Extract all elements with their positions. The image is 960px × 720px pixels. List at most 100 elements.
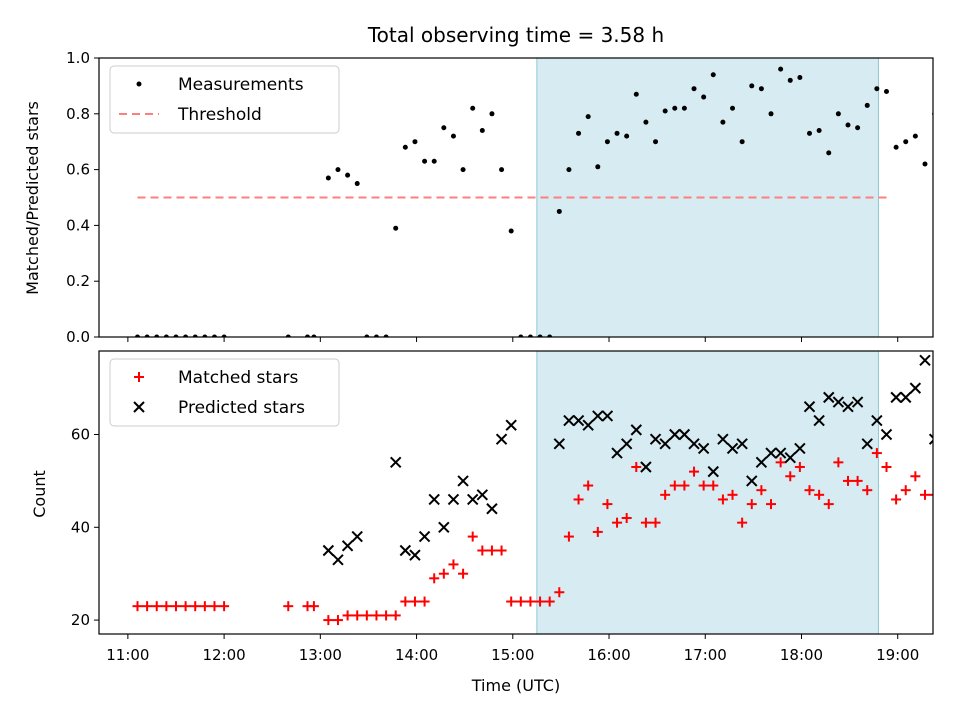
matched-star-marker [554, 587, 565, 598]
matched-star-marker [640, 517, 651, 528]
predicted-star-marker [390, 456, 402, 469]
legend-box [109, 358, 340, 427]
measurement-point [874, 86, 880, 92]
matched-star-marker [679, 480, 690, 491]
matched-star-marker [400, 596, 411, 607]
predicted-star-marker [572, 414, 585, 427]
y-tick-label: 0.4 [66, 216, 90, 234]
measurement-point [537, 334, 543, 337]
predicted-star-marker [428, 493, 440, 506]
matched-star-marker [814, 489, 825, 500]
predicted-star-marker [553, 438, 566, 450]
predicted-star-marker [851, 396, 864, 408]
plot-area [132, 351, 959, 634]
predicted-star-marker [678, 428, 691, 441]
matched-star-marker [209, 601, 220, 612]
matched-star-marker [151, 601, 162, 612]
measurement-point [845, 122, 851, 128]
measurement-point [285, 334, 291, 337]
measurement-point [154, 334, 160, 337]
y-tick-label: 0.0 [66, 328, 90, 346]
predicted-star-marker [939, 453, 949, 463]
matched-star-marker [381, 610, 392, 621]
matched-star-marker [283, 601, 294, 612]
matched-star-marker [409, 596, 420, 607]
measurement-point [739, 139, 745, 145]
measurement-point [653, 139, 659, 145]
matched-star-marker [891, 494, 902, 505]
matched-star-marker [525, 596, 536, 607]
matched-star-marker [419, 596, 430, 607]
measurement-point [912, 133, 918, 139]
measurement-point [422, 158, 428, 164]
predicted-star-marker [341, 540, 354, 552]
matched-star-marker [448, 559, 459, 570]
predicted-star-marker [784, 451, 796, 464]
predicted-star-marker [707, 465, 719, 478]
measurement-point [431, 158, 437, 164]
predicted-star-marker [418, 530, 431, 543]
top-panel: 0.0 0.2 0.4 0.6 0.8 1.0 Measurements Threshold [66, 49, 934, 346]
measurement-point [643, 119, 649, 125]
x-tick-label: 12:00 [202, 646, 245, 664]
legend-label: Matched stars [178, 368, 298, 388]
predicted-star-marker [928, 433, 933, 445]
y-tick-label: 0.8 [66, 105, 90, 123]
x-tick-label: 14:00 [395, 646, 438, 664]
predicted-star-marker [582, 419, 594, 431]
x-tick-label: 18:00 [780, 646, 823, 664]
matched-star-marker [506, 596, 517, 607]
matched-star-marker [544, 596, 555, 607]
predicted-star-marker [447, 493, 460, 506]
observing-window [536, 351, 879, 634]
predicted-star-marker [399, 544, 412, 557]
measurement-point [450, 133, 456, 139]
measurement-point [595, 164, 601, 170]
measurement-point [903, 139, 909, 145]
measurement-point [412, 139, 418, 145]
predicted-star-marker [697, 442, 710, 455]
matched-star-marker [438, 568, 449, 579]
predicted-star-marker [736, 438, 748, 450]
predicted-star-marker [794, 442, 806, 455]
measurement-point [816, 128, 822, 134]
matched-star-marker [766, 499, 777, 510]
measurement-point [441, 125, 447, 131]
measurement-point [864, 102, 870, 108]
matched-star-marker [698, 480, 709, 491]
matched-star-marker [142, 601, 153, 612]
matched-star-marker [190, 601, 201, 612]
matched-star-marker [852, 475, 863, 486]
measurement-point [585, 114, 591, 120]
chart-title: Total observing time = 3.58 h [367, 23, 664, 47]
matched-star-marker [669, 480, 680, 491]
matched-star-marker [458, 568, 469, 579]
measurement-point [778, 66, 784, 72]
predicted-star-marker [717, 433, 729, 445]
y-tick-label: 0.6 [66, 161, 90, 179]
y-tick-label: 0.2 [66, 272, 90, 290]
predicted-star-marker [592, 410, 604, 422]
measurement-point [633, 91, 639, 97]
matched-star-marker [746, 499, 757, 510]
matched-star-marker [756, 485, 767, 496]
measurement-point [192, 334, 198, 337]
predicted-star-marker [630, 424, 642, 436]
y-tick-label: 40 [71, 518, 90, 536]
matched-star-marker [862, 485, 873, 496]
predicted-star-marker [726, 442, 739, 455]
measurement-point [672, 105, 678, 111]
matched-star-marker [515, 596, 526, 607]
matched-star-marker [823, 499, 834, 510]
matched-star-marker [660, 489, 671, 500]
matched-star-marker [717, 494, 728, 505]
predicted-star-marker [949, 467, 959, 477]
measurement-point [354, 181, 360, 187]
legend-matched-swatch [134, 372, 144, 382]
x-tick-label: 16:00 [587, 646, 630, 664]
predicted-star-marker [669, 428, 681, 441]
measurement-point [730, 105, 736, 111]
x-tick-label: 15:00 [491, 646, 534, 664]
matched-star-marker [689, 466, 700, 477]
